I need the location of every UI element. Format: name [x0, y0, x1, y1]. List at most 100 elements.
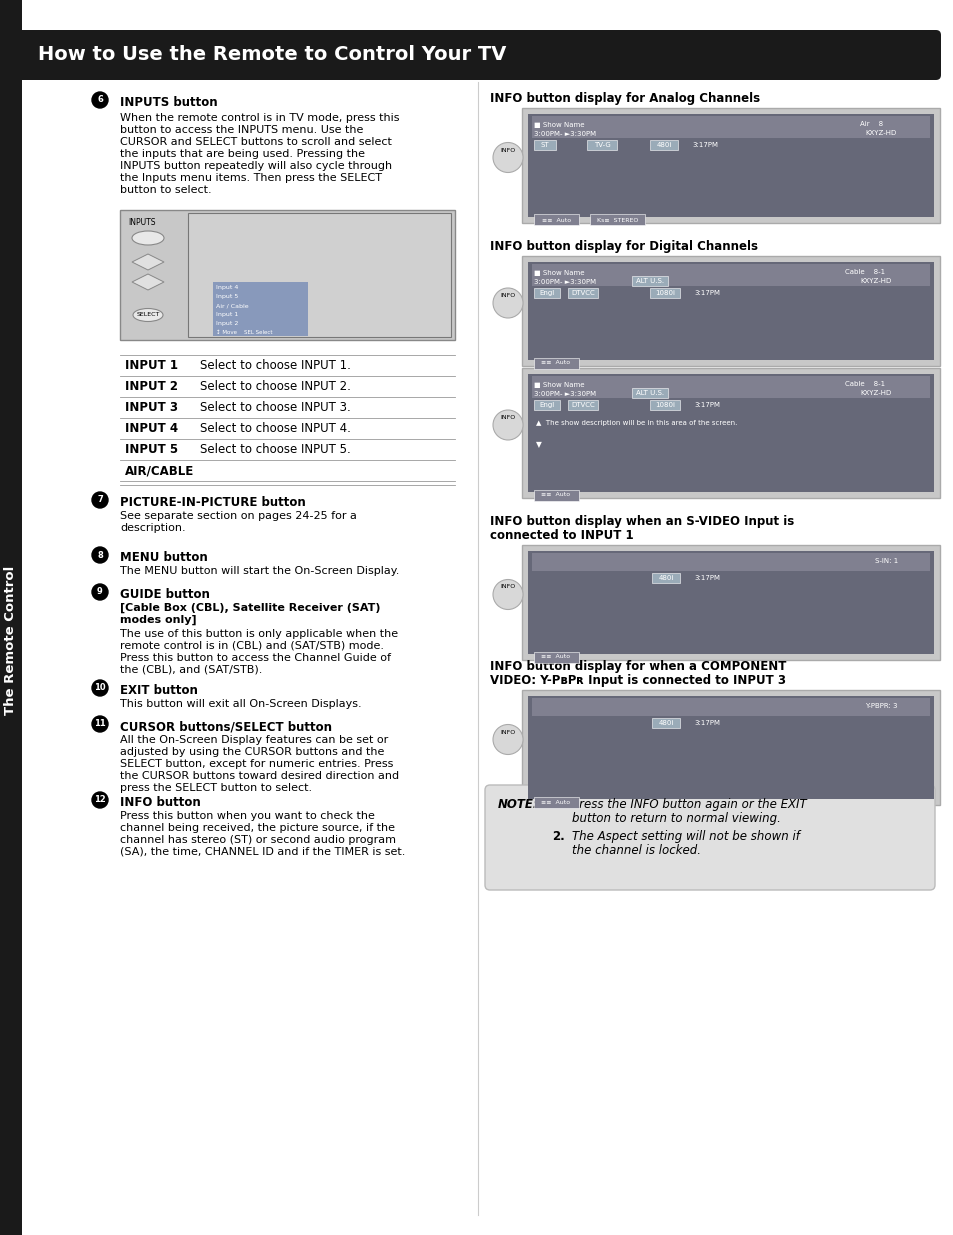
Bar: [567, 288, 598, 298]
Polygon shape: [132, 274, 164, 290]
Text: CURSOR and SELECT buttons to scroll and select: CURSOR and SELECT buttons to scroll and …: [120, 137, 392, 147]
Text: INFO button display for Digital Channels: INFO button display for Digital Channels: [490, 240, 758, 253]
Text: Select to choose INPUT 5.: Select to choose INPUT 5.: [200, 443, 351, 456]
Text: Air / Cable: Air / Cable: [215, 303, 249, 308]
Text: the CURSOR buttons toward desired direction and: the CURSOR buttons toward desired direct…: [120, 771, 398, 781]
Text: Input 2: Input 2: [215, 321, 238, 326]
Text: 3:00PM- ►3:30PM: 3:00PM- ►3:30PM: [534, 391, 596, 396]
Text: 3:17PM: 3:17PM: [693, 290, 720, 296]
Bar: [521, 107, 939, 224]
Text: the channel is locked.: the channel is locked.: [572, 844, 700, 857]
Text: INPUT 1: INPUT 1: [125, 359, 178, 372]
Bar: [527, 697, 933, 799]
Text: 1080i: 1080i: [655, 290, 675, 296]
Bar: [534, 797, 578, 808]
Text: Input 4: Input 4: [215, 285, 238, 290]
Text: Press the INFO button again or the EXIT: Press the INFO button again or the EXIT: [572, 798, 806, 811]
Text: button to access the INPUTS menu. Use the: button to access the INPUTS menu. Use th…: [120, 125, 363, 135]
Bar: [521, 368, 939, 498]
Text: 10: 10: [94, 683, 106, 693]
Bar: [188, 212, 451, 337]
Text: 12: 12: [94, 795, 106, 804]
Text: Ks≡  STEREO: Ks≡ STEREO: [597, 217, 638, 222]
Text: 3:17PM: 3:17PM: [693, 576, 720, 580]
Text: ■ Show Name: ■ Show Name: [534, 382, 584, 388]
Circle shape: [493, 142, 522, 173]
Text: Cable    8-1: Cable 8-1: [844, 269, 884, 275]
Text: 1080i: 1080i: [655, 403, 675, 408]
Text: 3:00PM- ►3:30PM: 3:00PM- ►3:30PM: [534, 279, 596, 285]
Text: Cable    8-1: Cable 8-1: [844, 382, 884, 387]
Bar: [534, 288, 559, 298]
Text: EXIT button: EXIT button: [120, 684, 197, 697]
Text: 3:17PM: 3:17PM: [691, 142, 718, 148]
Text: channel has stereo (ST) or second audio program: channel has stereo (ST) or second audio …: [120, 835, 395, 845]
Circle shape: [91, 492, 108, 508]
Text: INFO: INFO: [500, 415, 515, 420]
Text: Y-PBPR: 3: Y-PBPR: 3: [864, 703, 897, 709]
Text: Select to choose INPUT 1.: Select to choose INPUT 1.: [200, 359, 351, 372]
Text: button to return to normal viewing.: button to return to normal viewing.: [572, 811, 781, 825]
Circle shape: [91, 547, 108, 563]
Text: description.: description.: [120, 522, 186, 534]
Text: the inputs that are being used. Pressing the: the inputs that are being used. Pressing…: [120, 149, 365, 159]
Text: Select to choose INPUT 3.: Select to choose INPUT 3.: [200, 401, 351, 414]
Bar: [213, 317, 308, 327]
Bar: [532, 264, 929, 287]
Text: [Cable Box (CBL), Satellite Receiver (SAT): [Cable Box (CBL), Satellite Receiver (SA…: [120, 603, 380, 614]
Text: channel being received, the picture source, if the: channel being received, the picture sour…: [120, 823, 395, 832]
Text: 480i: 480i: [658, 576, 673, 580]
FancyBboxPatch shape: [15, 30, 940, 80]
Text: 3:00PM- ►3:30PM: 3:00PM- ►3:30PM: [534, 131, 596, 137]
Text: How to Use the Remote to Control Your TV: How to Use the Remote to Control Your TV: [38, 46, 506, 64]
Text: The MENU button will start the On-Screen Display.: The MENU button will start the On-Screen…: [120, 566, 399, 576]
Bar: [213, 327, 308, 336]
Text: Engl: Engl: [538, 290, 554, 296]
Text: INFO: INFO: [500, 584, 515, 589]
Text: ▼: ▼: [536, 440, 541, 450]
Text: Press this button to access the Channel Guide of: Press this button to access the Channel …: [120, 653, 391, 663]
Text: This button will exit all On-Screen Displays.: This button will exit all On-Screen Disp…: [120, 699, 361, 709]
Circle shape: [493, 579, 522, 610]
Text: ALT U.S.: ALT U.S.: [636, 278, 663, 284]
Text: The use of this button is only applicable when the: The use of this button is only applicabl…: [120, 629, 397, 638]
Bar: [534, 400, 559, 410]
Bar: [631, 388, 667, 398]
Bar: [586, 140, 617, 149]
Bar: [532, 698, 929, 716]
Text: SELECT: SELECT: [136, 312, 159, 317]
Bar: [213, 282, 308, 291]
Text: ≡≡  Auto: ≡≡ Auto: [541, 655, 570, 659]
Text: Select to choose INPUT 4.: Select to choose INPUT 4.: [200, 422, 351, 435]
Text: KXYZ-HD: KXYZ-HD: [859, 278, 890, 284]
Bar: [649, 400, 679, 410]
Bar: [534, 214, 578, 225]
Bar: [521, 256, 939, 366]
Text: VIDEO: Y-PʙPʀ Input is connected to INPUT 3: VIDEO: Y-PʙPʀ Input is connected to INPU…: [490, 674, 785, 687]
Text: modes only]: modes only]: [120, 615, 196, 625]
Text: Engl: Engl: [538, 403, 554, 408]
Bar: [534, 490, 578, 501]
Text: ≡≡  Auto: ≡≡ Auto: [541, 217, 571, 222]
Text: INFO button: INFO button: [120, 797, 200, 809]
Text: INPUTS button repeatedly will also cycle through: INPUTS button repeatedly will also cycle…: [120, 161, 392, 170]
Text: ALT U.S.: ALT U.S.: [636, 390, 663, 396]
Text: MENU button: MENU button: [120, 551, 208, 564]
Text: Input 1: Input 1: [215, 312, 238, 317]
Text: INPUT 2: INPUT 2: [125, 380, 178, 393]
Text: adjusted by using the CURSOR buttons and the: adjusted by using the CURSOR buttons and…: [120, 747, 384, 757]
Text: ≡≡  Auto: ≡≡ Auto: [541, 361, 570, 366]
Bar: [534, 358, 578, 369]
Bar: [651, 718, 679, 727]
Text: KXYZ-HD: KXYZ-HD: [864, 130, 895, 136]
Text: ≡≡  Auto: ≡≡ Auto: [541, 799, 570, 804]
Text: INPUT 3: INPUT 3: [125, 401, 178, 414]
Polygon shape: [132, 254, 164, 270]
Circle shape: [493, 725, 522, 755]
Text: remote control is in (CBL) and (SAT/STB) mode.: remote control is in (CBL) and (SAT/STB)…: [120, 641, 384, 651]
Text: INPUT 5: INPUT 5: [125, 443, 178, 456]
Text: 3:17PM: 3:17PM: [693, 720, 720, 726]
Bar: [532, 116, 929, 138]
Text: INFO button display when an S-VIDEO Input is: INFO button display when an S-VIDEO Inpu…: [490, 515, 794, 529]
Text: INPUT 4: INPUT 4: [125, 422, 178, 435]
